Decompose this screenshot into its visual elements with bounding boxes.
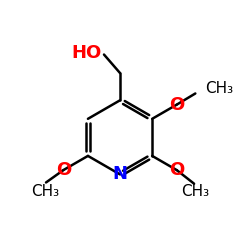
Text: CH₃: CH₃ <box>181 184 210 199</box>
Text: N: N <box>112 166 128 184</box>
Text: O: O <box>169 161 184 179</box>
Text: CH₃: CH₃ <box>205 81 233 96</box>
Text: O: O <box>56 161 71 179</box>
Text: CH₃: CH₃ <box>31 184 59 199</box>
Text: HO: HO <box>72 44 102 62</box>
Text: O: O <box>169 96 184 114</box>
